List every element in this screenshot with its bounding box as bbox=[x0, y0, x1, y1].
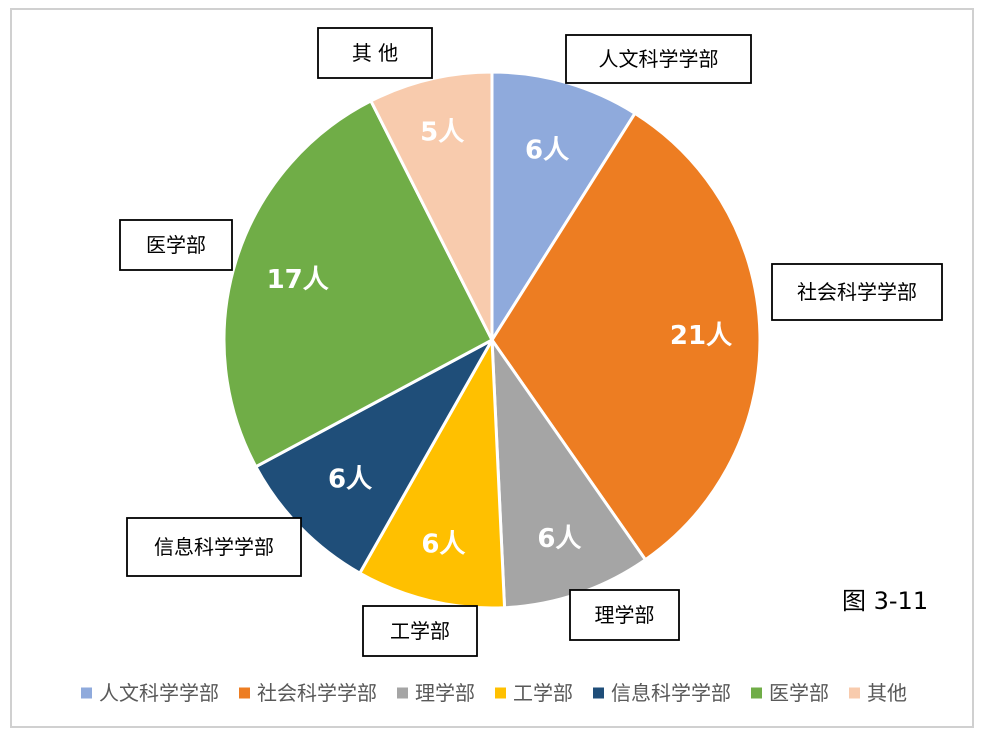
legend-label: 医学部 bbox=[769, 681, 829, 705]
callout-label: 工学部 bbox=[390, 619, 450, 643]
callout-box bbox=[126, 517, 302, 577]
pie-slice bbox=[490, 111, 762, 562]
pie-slice bbox=[357, 334, 507, 610]
callout-label: 信息科学学部 bbox=[154, 535, 274, 559]
pie-value-labels: 6人 21人 6人 6人 6人 17人 5人 bbox=[267, 118, 732, 560]
legend-label: 信息科学学部 bbox=[611, 681, 731, 705]
callout-label: 医学部 bbox=[146, 233, 206, 257]
legend-swatch bbox=[239, 687, 250, 699]
pie-slices bbox=[222, 70, 762, 610]
legend-swatch bbox=[397, 687, 408, 699]
slice-value-label: 6人 bbox=[525, 136, 569, 166]
callout-box bbox=[569, 589, 680, 641]
legend: 人文科学学部 社会科学学部 理学部 工学部 信息科学学部 医学部 其他 bbox=[81, 681, 907, 705]
callout-box bbox=[119, 219, 233, 271]
callout-label: 理学部 bbox=[595, 603, 655, 627]
pie-slice bbox=[368, 70, 494, 341]
slice-value-label: 5人 bbox=[420, 118, 464, 148]
legend-swatch bbox=[593, 687, 604, 699]
legend-label: 工学部 bbox=[513, 681, 573, 705]
legend-label: 理学部 bbox=[415, 681, 475, 705]
callout-box bbox=[362, 605, 478, 657]
callout-label: 社会科学学部 bbox=[797, 280, 917, 304]
legend-label: 人文科学学部 bbox=[99, 681, 219, 705]
slice-value-label: 21人 bbox=[670, 321, 732, 351]
pie-slice bbox=[222, 98, 495, 469]
slice-value-label: 17人 bbox=[267, 265, 329, 295]
callout-label: 其 他 bbox=[352, 41, 398, 65]
slice-value-label: 6人 bbox=[328, 465, 372, 495]
legend-swatch bbox=[849, 687, 860, 699]
callout-label: 人文科学学部 bbox=[599, 47, 719, 71]
legend-swatch bbox=[81, 687, 92, 699]
slice-value-label: 6人 bbox=[421, 529, 465, 559]
callout-box bbox=[771, 263, 943, 321]
legend-swatch bbox=[495, 687, 506, 699]
legend-label: 其他 bbox=[867, 681, 907, 705]
callout-box bbox=[565, 34, 752, 84]
legend-swatch bbox=[751, 687, 762, 699]
legend-label: 社会科学学部 bbox=[257, 681, 377, 705]
slice-value-label: 6人 bbox=[537, 524, 581, 554]
figure-label: 图 3-11 bbox=[842, 587, 928, 615]
callout-box bbox=[317, 27, 433, 79]
